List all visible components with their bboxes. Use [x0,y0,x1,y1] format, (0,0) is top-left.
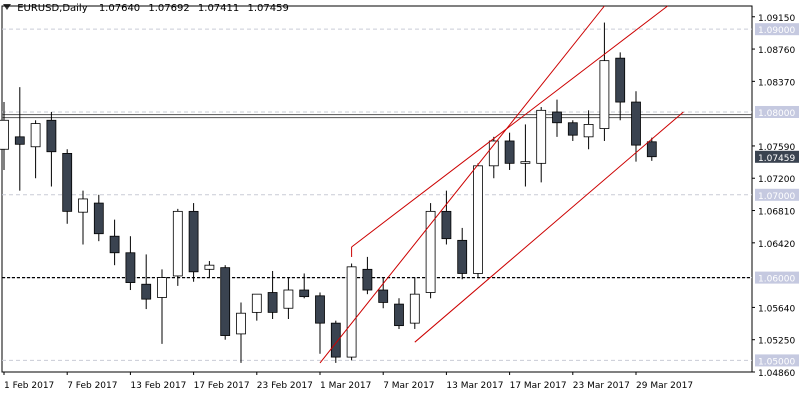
candle-body [93,202,104,235]
x-tick-label: 23 Feb 2017 [257,381,313,391]
y-tick-label: 1.06810 [758,208,795,218]
candle-body [330,322,341,358]
plot-frame [1,5,753,373]
current-price-bg [755,150,799,163]
level-label-bg [755,23,799,36]
candle-body [30,123,41,148]
candle-body [409,293,420,324]
y-tick-label: 1.07590 [758,143,795,153]
candle-body [125,252,136,283]
y-tick-label: 1.05250 [758,337,795,347]
level-label-bg [755,188,799,201]
candle-body [346,266,357,358]
candle-body [109,235,120,254]
y-tick-label: 1.07200 [758,175,795,185]
ohlc-low: 1.07411 [197,3,240,14]
candle-body [141,283,152,300]
level-label-bg [755,271,799,284]
chart-menu-triangle-icon[interactable] [3,4,11,10]
x-tick-label: 1 Mar 2017 [320,381,371,391]
candle-body [299,289,310,298]
x-tick-label: 13 Feb 2017 [130,381,186,391]
candle-body [457,239,468,274]
candle-body [394,303,404,327]
y-tick-label: 1.06420 [758,240,795,250]
level-label: 1.05000 [758,357,795,367]
candle-body [599,60,610,129]
candle-body [46,119,57,153]
ohlc-close: 1.07459 [247,3,289,14]
candle-body [315,295,325,324]
channel-line[interactable] [351,5,668,248]
candle-body [220,267,231,336]
candle-body [0,119,9,150]
channel-line[interactable] [414,111,684,343]
level-label-bg [755,354,799,367]
candle-body [425,210,436,293]
y-tick-label: 1.09150 [758,14,795,24]
level-label: 1.06000 [758,275,795,285]
candle-body [441,210,452,240]
candle-body [78,198,88,213]
candle-body [646,141,657,158]
candle-body [473,165,483,274]
level-label: 1.09000 [758,26,795,36]
chart-header: EURUSD,Daily 1.07640 1.07692 1.07411 1.0… [3,3,294,14]
candle-body [62,152,73,212]
candle-body [378,289,389,303]
symbol-timeframe: EURUSD,Daily [17,3,88,14]
candle-body [204,264,215,270]
channel-line[interactable] [319,5,605,364]
x-tick-label: 17 Mar 2017 [510,381,567,391]
y-tick-label: 1.05640 [758,304,795,314]
candle-body [362,268,373,291]
candle-body [251,293,262,313]
candle-body [552,111,562,124]
candle-body [520,161,531,164]
ohlc-open: 1.07640 [98,3,141,14]
current-price-label: 1.07459 [758,154,795,164]
y-tick-label: 1.08370 [758,78,795,88]
candle-body [283,289,294,309]
candle-body [236,312,246,335]
candle-body [488,140,499,167]
candle-body [615,57,626,103]
x-tick-label: 7 Feb 2017 [67,381,117,391]
candle-body [536,109,547,164]
x-tick-label: 7 Mar 2017 [383,381,434,391]
candle-body [267,292,278,313]
candle-body [172,210,183,277]
level-label-bg [755,105,799,118]
y-tick-label: 1.04860 [758,369,795,379]
ohlc-high: 1.07692 [148,3,190,14]
x-tick-label: 17 Feb 2017 [194,381,250,391]
x-tick-label: 29 Mar 2017 [636,381,693,391]
x-tick-label: 1 Feb 2017 [4,381,54,391]
candle-body [157,277,167,298]
y-tick-label: 1.08760 [758,46,795,56]
x-tick-label: 23 Mar 2017 [573,381,630,391]
x-tick-label: 13 Mar 2017 [446,381,503,391]
candle-body [631,101,641,146]
candle-body [14,136,25,145]
candle-body [504,140,515,164]
level-label: 1.07000 [758,192,795,202]
level-label: 1.08000 [758,109,795,119]
candle-body [567,122,578,136]
candle-body [583,124,594,138]
candle-body [188,210,199,273]
